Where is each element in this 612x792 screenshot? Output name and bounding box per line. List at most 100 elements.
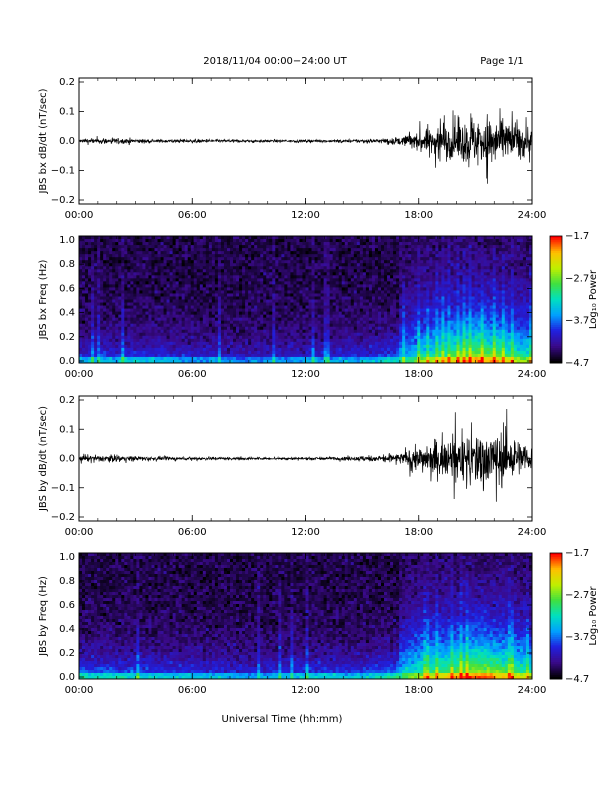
spectrogram-cell (112, 359, 116, 364)
spectrogram-cell (214, 266, 219, 270)
spectrogram-cell (139, 332, 143, 337)
spectrogram-cell (387, 254, 391, 258)
spectrogram-cell (275, 317, 279, 322)
spectrogram-cell (223, 269, 228, 273)
spectrogram-cell (178, 350, 183, 355)
spectrogram-cell (368, 245, 373, 249)
spectrogram-cell (275, 314, 279, 319)
spectrogram-cell (236, 356, 240, 361)
spectrogram-cell (136, 254, 140, 258)
spectrogram-cell (353, 335, 358, 340)
spectrogram-cell (263, 311, 267, 316)
spectrogram-cell (154, 302, 158, 306)
spectrogram-cell (347, 335, 352, 340)
spectrogram-cell (118, 263, 122, 267)
spectrogram-cell (175, 257, 180, 261)
spectrogram-cell (341, 323, 346, 328)
spectrogram-cell (118, 302, 122, 306)
spectrogram-cell (390, 314, 394, 319)
spectrogram-cell (362, 275, 367, 279)
spectrogram-cell (245, 272, 249, 276)
spectrogram-cell (326, 254, 331, 258)
spectrogram-cell (278, 305, 282, 309)
spectrogram-cell (257, 350, 261, 355)
spectrogram-cell (172, 251, 177, 255)
spectrogram-cell (260, 326, 264, 331)
spectrogram-cell (426, 317, 430, 322)
spectrogram-cell (350, 347, 355, 352)
spectrogram-cell (242, 260, 246, 264)
spectrogram-cell (205, 356, 210, 361)
spectrogram-cell (187, 293, 192, 297)
spectrogram-cell (127, 317, 131, 322)
spectrogram-cell (399, 245, 403, 249)
spectrogram-cell (251, 269, 255, 273)
spectrogram-cell (124, 323, 128, 328)
spectrogram-cell (335, 344, 340, 349)
spectrogram-cell (193, 347, 198, 352)
spectrogram-cell (350, 353, 355, 358)
spectrogram-cell (139, 320, 143, 325)
spectrogram-cell (251, 281, 255, 285)
spectrogram-cell (359, 236, 364, 240)
spectrogram-cell (254, 290, 258, 294)
spectrogram-cell (112, 296, 116, 300)
spectrogram-cell (353, 350, 358, 355)
spectrogram-cell (118, 242, 122, 246)
spectrogram-cell (202, 245, 207, 249)
spectrogram-cell (97, 254, 101, 258)
spectrogram-cell (130, 263, 134, 267)
spectrogram-cell (233, 359, 237, 364)
spectrogram-cell (293, 278, 297, 282)
spectrogram-cell (381, 308, 385, 312)
spectrogram-cell (223, 344, 228, 349)
spectrogram-cell (130, 299, 134, 303)
spectrogram-cell (245, 236, 249, 240)
spectrogram-cell (411, 269, 415, 273)
spectrogram-cell (251, 245, 255, 249)
spectrogram-cell (91, 236, 95, 240)
spectrogram-cell (163, 275, 167, 279)
spectrogram-cell (365, 278, 370, 282)
spectrogram-cell (190, 329, 195, 334)
spectrogram-cell (278, 347, 282, 352)
spectrogram-cell (263, 332, 267, 337)
spectrogram-cell (411, 272, 415, 276)
spectrogram-cell (344, 278, 349, 282)
spectrogram-cell (91, 320, 95, 325)
spectrogram-cell (214, 329, 219, 334)
spectrogram-cell (97, 272, 101, 276)
spectrogram-cell (145, 302, 149, 306)
spectrogram-cell (287, 344, 291, 349)
spectrogram-cell (133, 278, 137, 282)
spectrogram-cell (233, 338, 237, 343)
spectrogram-cell (402, 317, 406, 322)
spectrogram-cell (275, 302, 279, 306)
spectrogram-cell (214, 257, 219, 261)
spectrogram-cell (278, 245, 282, 249)
spectrogram-cell (208, 266, 213, 270)
spectrogram-cell (160, 236, 164, 240)
spectrogram-cell (214, 281, 219, 285)
spectrogram-cell (239, 269, 243, 273)
spectrogram-cell (88, 245, 92, 249)
spectrogram-cell (320, 248, 325, 252)
spectrogram-cell (214, 311, 219, 316)
spectrogram-cell (172, 308, 177, 312)
spectrogram-cell (184, 266, 189, 270)
spectrogram-cell (205, 320, 210, 325)
spectrogram-cell (127, 353, 131, 358)
spectrogram-cell (106, 266, 110, 270)
spectrogram-cell (130, 332, 134, 337)
spectrogram-cell (187, 326, 192, 331)
spectrogram-cell (223, 272, 228, 276)
spectrogram-cell (193, 311, 198, 316)
spectrogram-cell (233, 245, 237, 249)
spectrogram-cell (368, 329, 373, 334)
spectrogram-cell (287, 290, 291, 294)
spectrogram-cell (199, 272, 204, 276)
spectrogram-cell (160, 269, 164, 273)
spectrogram-cell (269, 275, 273, 279)
spectrogram-cell (211, 329, 216, 334)
spectrogram-cell (356, 329, 361, 334)
